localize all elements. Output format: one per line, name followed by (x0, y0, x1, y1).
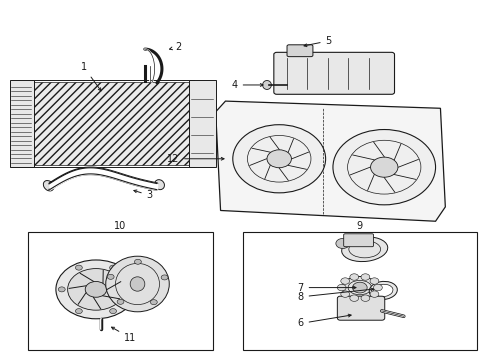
Ellipse shape (106, 256, 169, 312)
Circle shape (370, 291, 379, 297)
Text: 9: 9 (357, 221, 363, 231)
Circle shape (350, 295, 359, 301)
Ellipse shape (154, 180, 165, 190)
Circle shape (56, 260, 136, 319)
Ellipse shape (263, 81, 271, 89)
Text: 5: 5 (304, 36, 332, 47)
Ellipse shape (369, 282, 397, 300)
Bar (189, 80, 216, 167)
Circle shape (352, 282, 367, 293)
FancyBboxPatch shape (287, 45, 313, 57)
Text: 7: 7 (297, 283, 356, 293)
Bar (243, 232, 477, 350)
Circle shape (127, 287, 134, 292)
FancyBboxPatch shape (274, 52, 394, 94)
Circle shape (267, 150, 292, 168)
Ellipse shape (130, 277, 145, 291)
Circle shape (134, 259, 141, 264)
FancyBboxPatch shape (343, 234, 373, 247)
Circle shape (117, 299, 124, 304)
Text: 6: 6 (297, 314, 351, 328)
Ellipse shape (342, 276, 377, 299)
Circle shape (75, 309, 82, 314)
Circle shape (75, 265, 82, 270)
Bar (27, 232, 213, 350)
Bar (10, 80, 34, 167)
Circle shape (150, 300, 157, 305)
Circle shape (161, 275, 168, 280)
Text: 10: 10 (114, 221, 126, 231)
Polygon shape (216, 101, 445, 221)
Text: 1: 1 (81, 62, 101, 91)
Circle shape (370, 278, 379, 284)
Circle shape (107, 274, 114, 279)
Ellipse shape (373, 284, 393, 297)
Circle shape (336, 238, 349, 248)
Circle shape (350, 274, 359, 280)
Ellipse shape (43, 180, 54, 191)
Circle shape (110, 265, 117, 270)
Text: 4: 4 (232, 80, 263, 90)
Circle shape (361, 274, 370, 280)
Circle shape (68, 269, 124, 310)
Circle shape (85, 282, 107, 297)
Text: 12: 12 (167, 154, 224, 164)
Text: 8: 8 (297, 288, 373, 302)
Circle shape (341, 291, 349, 297)
FancyBboxPatch shape (337, 296, 385, 320)
Bar (32, 82, 194, 165)
Circle shape (333, 130, 436, 205)
Circle shape (361, 295, 370, 301)
Circle shape (110, 309, 117, 314)
Text: 3: 3 (134, 190, 153, 201)
Circle shape (341, 278, 349, 284)
Circle shape (373, 284, 382, 291)
Ellipse shape (342, 237, 388, 262)
Circle shape (337, 284, 346, 291)
Circle shape (58, 287, 65, 292)
Circle shape (233, 125, 326, 193)
Text: 11: 11 (112, 327, 136, 343)
Circle shape (370, 157, 398, 177)
Text: 2: 2 (170, 42, 182, 51)
